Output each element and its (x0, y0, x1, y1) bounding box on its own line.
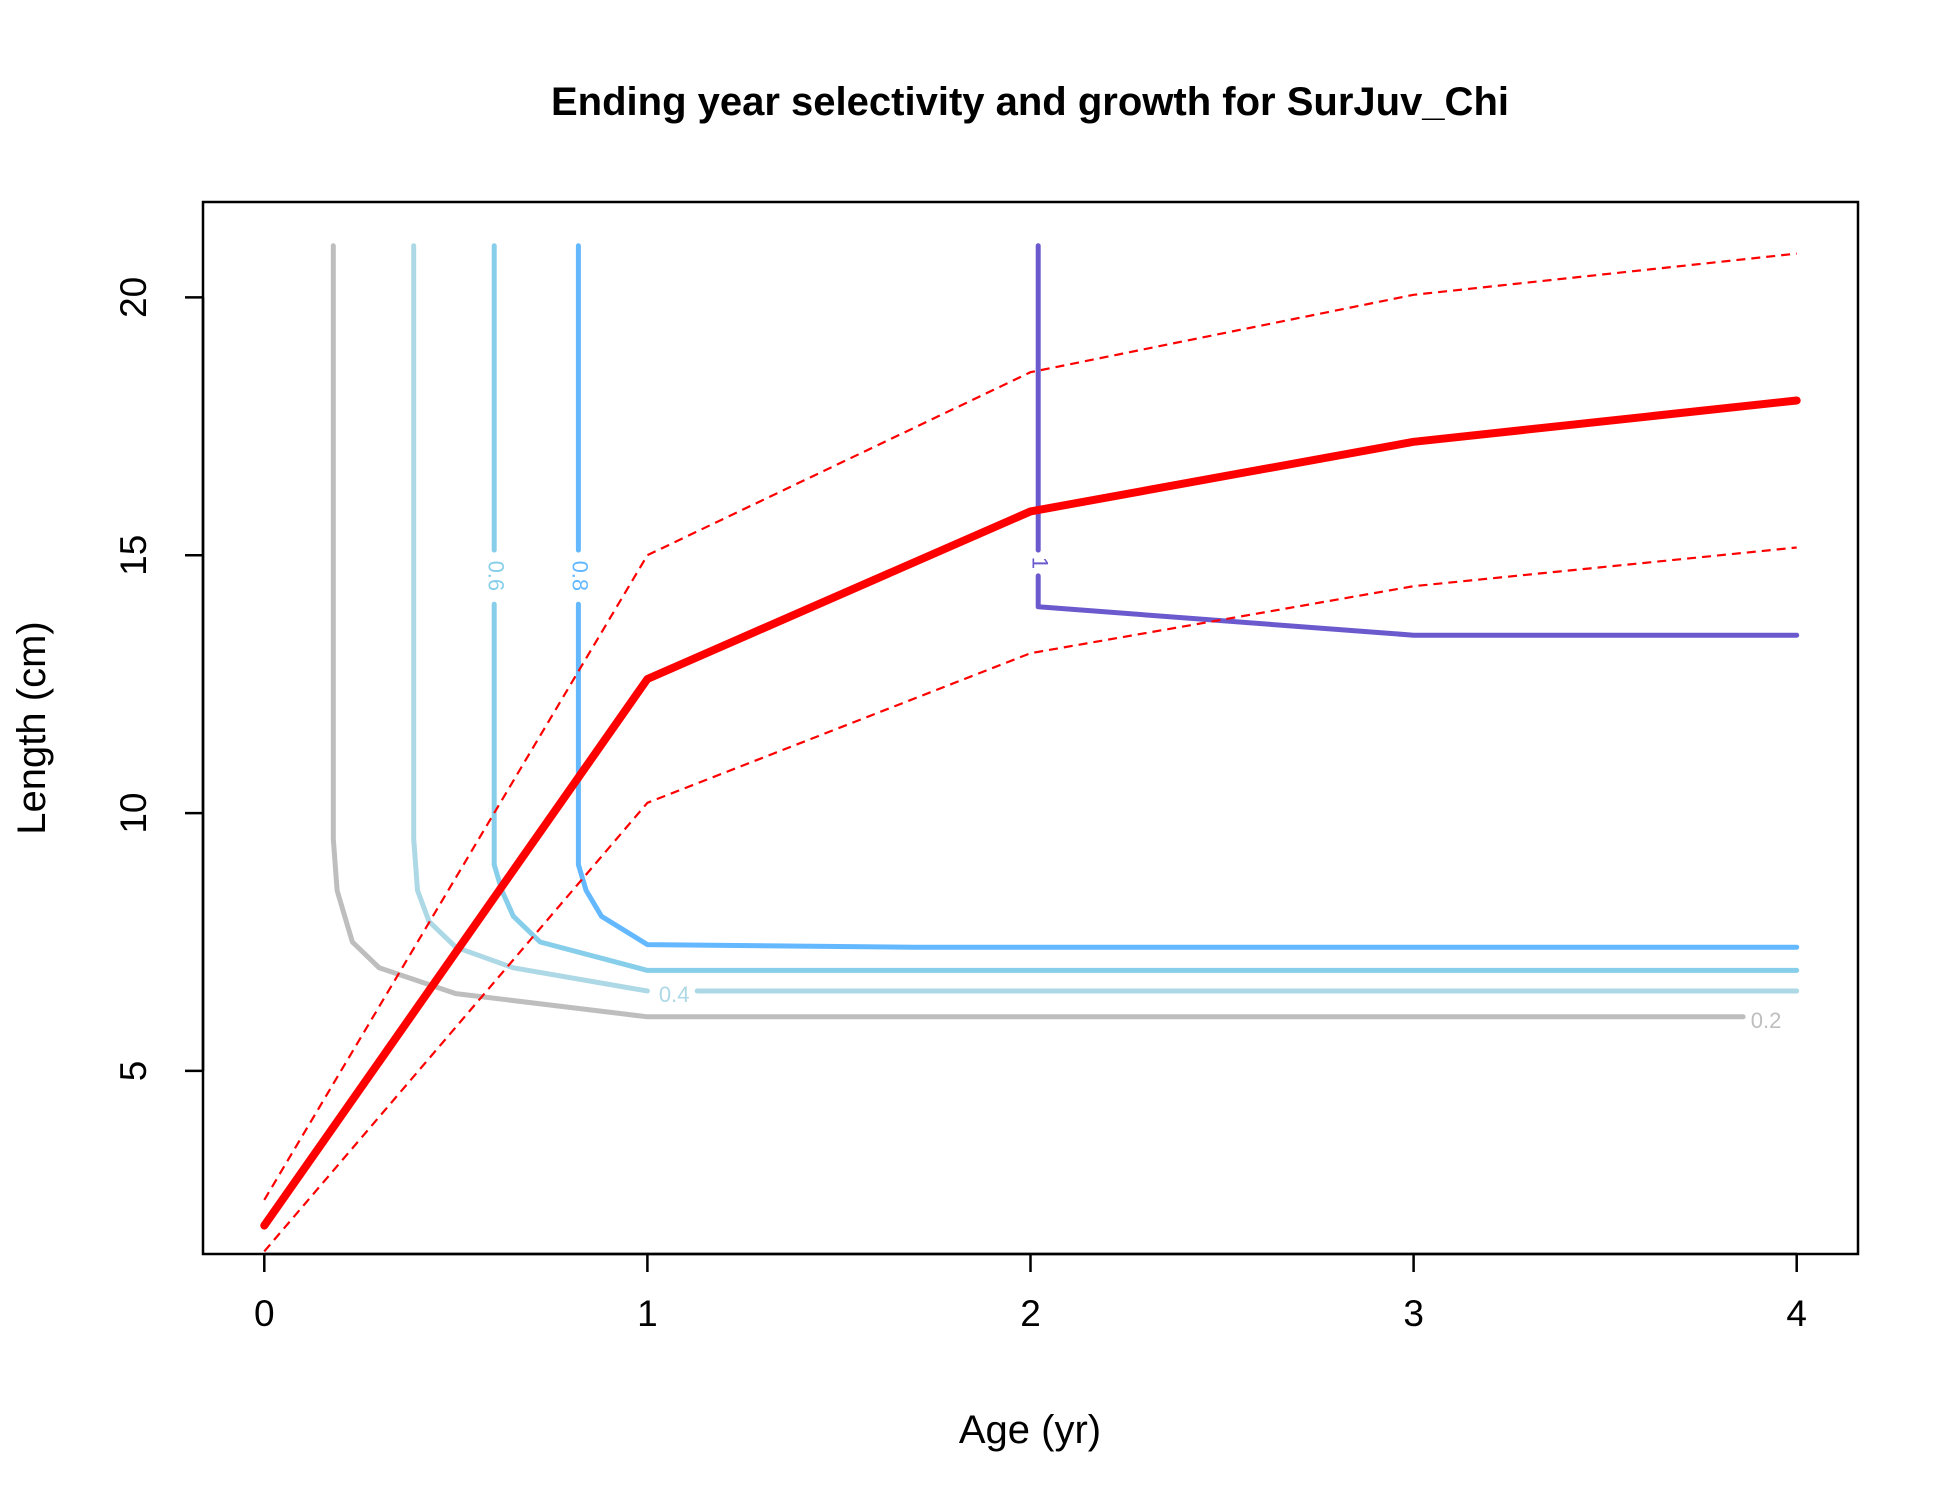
contour-line-0.2 (330, 243, 1746, 1020)
contour-label-1: 1 (1027, 557, 1052, 569)
y-tick-label: 10 (113, 793, 154, 834)
contour-0.8: 0.8 (568, 243, 1800, 950)
contour-line-0.6-cont (491, 601, 1800, 973)
contour-line-0.8-cont (575, 601, 1800, 950)
chart-title: Ending year selectivity and growth for S… (551, 80, 1509, 124)
contour-label-0.6: 0.6 (483, 561, 508, 592)
selectivity-contours: 0.2 0.4 0.6 0.8 1 (330, 243, 1800, 1033)
contour-label-0.4: 0.4 (659, 982, 690, 1007)
y-axis: 5 10 15 20 (113, 277, 205, 1082)
x-tick-label: 0 (254, 1293, 275, 1334)
y-tick-label: 15 (113, 535, 154, 576)
x-axis-label: Age (yr) (959, 1408, 1101, 1452)
contour-label-0.8: 0.8 (568, 561, 593, 592)
x-tick-label: 2 (1020, 1293, 1041, 1334)
contour-line-1-cont (1035, 573, 1800, 638)
x-tick-label: 1 (637, 1293, 658, 1334)
growth-curves (260, 252, 1801, 1253)
x-tick-label: 3 (1403, 1293, 1424, 1334)
y-tick-label: 5 (113, 1061, 154, 1082)
x-tick-label: 4 (1786, 1293, 1807, 1334)
growth-lower-dashed (263, 546, 1797, 1253)
y-axis-label: Length (cm) (10, 621, 54, 834)
contour-0.2: 0.2 (330, 243, 1782, 1033)
contour-0.6: 0.6 (483, 243, 1800, 973)
contour-1: 1 (1027, 243, 1800, 638)
y-tick-label: 20 (113, 277, 154, 318)
contour-label-0.2: 0.2 (1751, 1008, 1782, 1033)
growth-upper-dashed (263, 252, 1797, 1201)
x-axis: 0 1 2 3 4 (254, 1252, 1807, 1334)
growth-mean-line (260, 396, 1801, 1230)
